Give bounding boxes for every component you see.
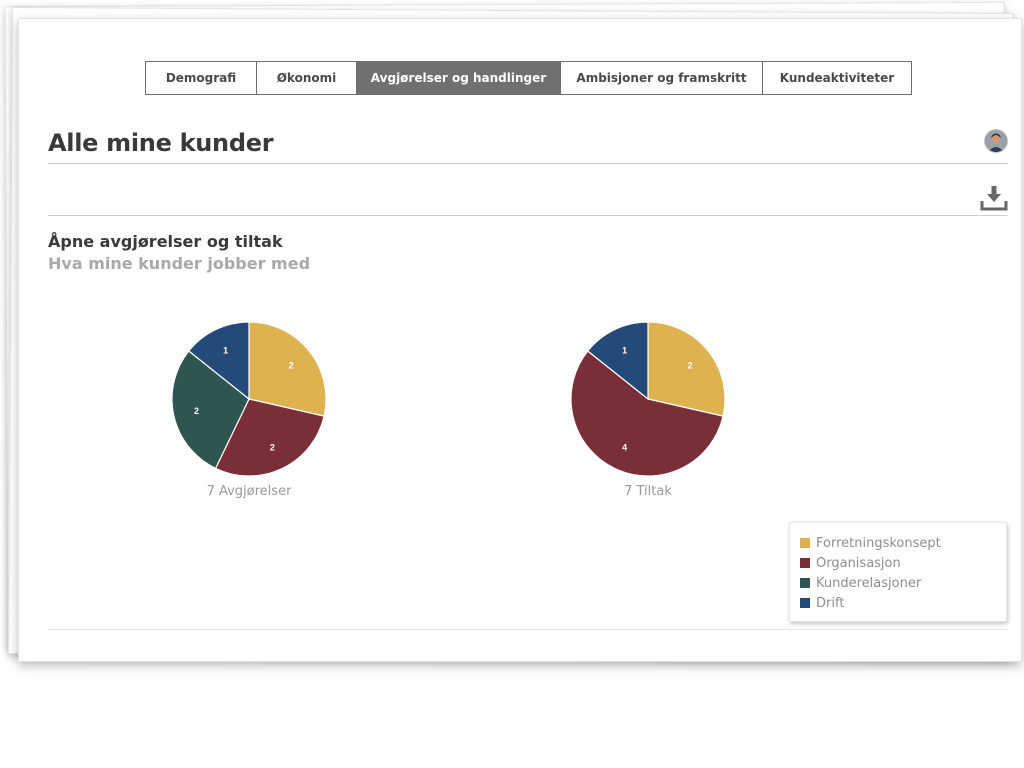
pie-slice-value-label: 4	[622, 443, 627, 453]
pie-slice-value-label: 2	[688, 360, 693, 370]
legend-item[interactable]: Forretningskonsept	[800, 533, 1006, 553]
chart-legend: Forretningskonsept Organisasjon Kunderel…	[789, 522, 1007, 622]
tab-bar: Demografi Økonomi Avgjørelser og handlin…	[145, 61, 912, 95]
user-avatar[interactable]	[985, 130, 1007, 152]
title-divider	[48, 163, 1008, 164]
pie-slice-drift[interactable]	[586, 321, 649, 401]
legend-label: Drift	[816, 595, 845, 611]
legend-label: Organisasjon	[816, 555, 901, 571]
pie-slice-value-label: 2	[194, 406, 199, 416]
download-icon[interactable]	[980, 185, 1008, 211]
bottom-divider	[48, 629, 1008, 630]
tab-demografi[interactable]: Demografi	[146, 62, 257, 94]
tab-ambisjoner-og-framskritt[interactable]: Ambisjoner og framskritt	[561, 62, 763, 94]
pie-slice-forretningskonsept[interactable]	[248, 321, 327, 417]
legend-label: Forretningskonsept	[816, 535, 941, 551]
avatar-icon	[985, 130, 1007, 152]
tab-avgjorelser-og-handlinger[interactable]: Avgjørelser og handlinger	[357, 62, 561, 94]
pie-slice-value-label: 2	[270, 443, 275, 453]
pie-slice-forretningskonsept[interactable]	[647, 321, 726, 417]
pie-slice-drift[interactable]	[187, 321, 250, 401]
pie-caption-tiltak: 7 Tiltak	[624, 484, 672, 499]
page-title: Alle mine kunder	[48, 129, 274, 157]
legend-item[interactable]: Drift	[800, 593, 1006, 613]
pie-slice-kunderelasjoner[interactable]	[171, 350, 250, 470]
pie-slice-organisasjon[interactable]	[570, 350, 724, 477]
legend-item[interactable]: Kunderelasjoner	[800, 573, 1006, 593]
pie-chart-avgjorelser: 2 2 2 1	[171, 321, 327, 477]
tab-okonomi[interactable]: Økonomi	[257, 62, 357, 94]
legend-label: Kunderelasjoner	[816, 575, 922, 591]
section-subtitle: Hva mine kunder jobber med	[48, 254, 311, 273]
legend-swatch	[800, 558, 810, 568]
pie-slice-value-label: 1	[223, 345, 228, 355]
pie-slice-organisasjon[interactable]	[214, 398, 325, 477]
pie-chart-tiltak: 2 4 1	[570, 321, 726, 477]
legend-swatch	[800, 598, 810, 608]
legend-swatch	[800, 578, 810, 588]
toolbar-divider	[48, 215, 1008, 216]
pie-slice-value-label: 2	[289, 360, 294, 370]
dashboard-page: Demografi Økonomi Avgjørelser og handlin…	[18, 18, 1022, 662]
pie-slice-value-label: 1	[622, 345, 627, 355]
tab-kundeaktiviteter[interactable]: Kundeaktiviteter	[763, 62, 911, 94]
legend-swatch	[800, 538, 810, 548]
section-title: Åpne avgjørelser og tiltak	[48, 232, 283, 251]
pie-caption-avgjorelser: 7 Avgjørelser	[206, 484, 292, 499]
legend-item[interactable]: Organisasjon	[800, 553, 1006, 573]
